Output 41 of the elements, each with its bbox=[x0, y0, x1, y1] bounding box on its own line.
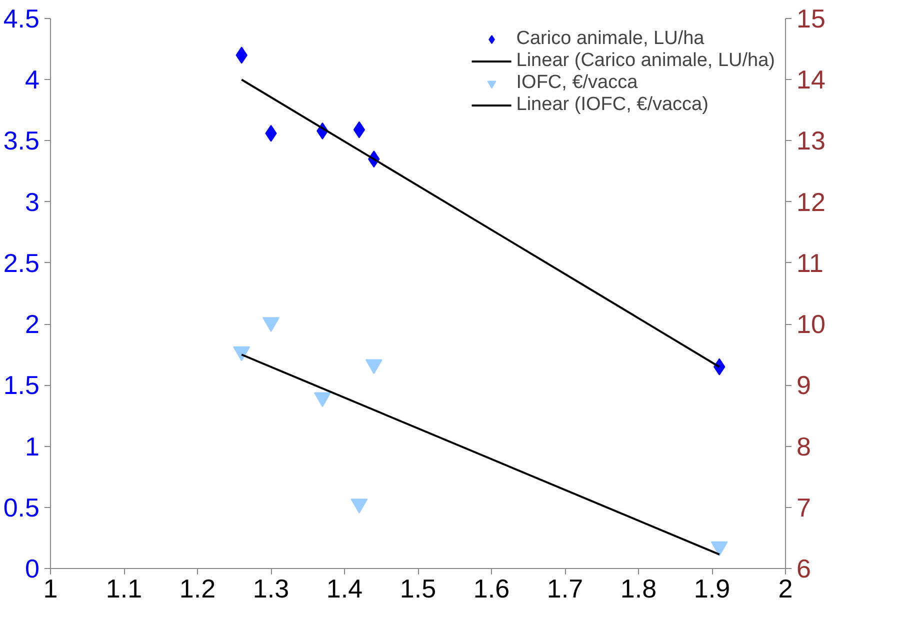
y-tick-label: 1 bbox=[25, 431, 40, 462]
y2-tick-label: 15 bbox=[796, 4, 826, 34]
y2-tick-label: 12 bbox=[796, 186, 826, 217]
y-tick-label: 4.5 bbox=[3, 4, 40, 34]
y-tick-label: 4 bbox=[25, 64, 40, 95]
legend-label: Linear (Carico animale, LU/ha) bbox=[516, 50, 775, 72]
y-tick-label: 0 bbox=[25, 554, 40, 584]
y2-tick-label: 9 bbox=[796, 370, 811, 400]
x-tick-label: 1.7 bbox=[546, 574, 584, 604]
y2-tick-label: 11 bbox=[796, 248, 824, 278]
point bbox=[233, 346, 250, 362]
x-tick-label: 1.1 bbox=[106, 574, 142, 604]
point bbox=[314, 392, 331, 408]
legend-label: Carico animale, LU/ha bbox=[516, 28, 704, 50]
y2-tick-label: 13 bbox=[796, 126, 826, 156]
x-tick-label: 1.2 bbox=[179, 574, 216, 604]
x-tick-label: 1.4 bbox=[326, 574, 363, 604]
y2-tick-label: 6 bbox=[796, 554, 811, 584]
y2-tick-label: 7 bbox=[796, 492, 811, 522]
point bbox=[353, 121, 366, 138]
y-tick-label: 2.5 bbox=[3, 248, 40, 278]
x-tick-label: 1.6 bbox=[473, 574, 510, 604]
point bbox=[710, 541, 728, 556]
x-tick-label: 1.3 bbox=[252, 574, 290, 604]
x-tick-label: 1.9 bbox=[694, 574, 730, 604]
x-tick-label: 1.8 bbox=[620, 574, 657, 604]
y-tick-label: 0.5 bbox=[3, 492, 40, 522]
x-tick-label: 2 bbox=[778, 574, 793, 604]
y2-tick-label: 8 bbox=[796, 431, 811, 462]
y-tick-label: 3 bbox=[25, 186, 40, 217]
legend-label: Linear (IOFC, €/vacca) bbox=[516, 94, 708, 116]
y2-tick-label: 14 bbox=[796, 64, 826, 95]
x-tick-label: 1.5 bbox=[400, 574, 436, 604]
y2-tick-label: 10 bbox=[796, 309, 826, 340]
point bbox=[365, 359, 382, 374]
y-tick-label: 2 bbox=[25, 309, 40, 340]
point bbox=[262, 317, 280, 332]
point bbox=[350, 498, 368, 514]
y-tick-label: 3.5 bbox=[3, 126, 40, 156]
legend-label: IOFC, €/vacca bbox=[516, 72, 638, 94]
y-tick-label: 1.5 bbox=[3, 370, 40, 400]
